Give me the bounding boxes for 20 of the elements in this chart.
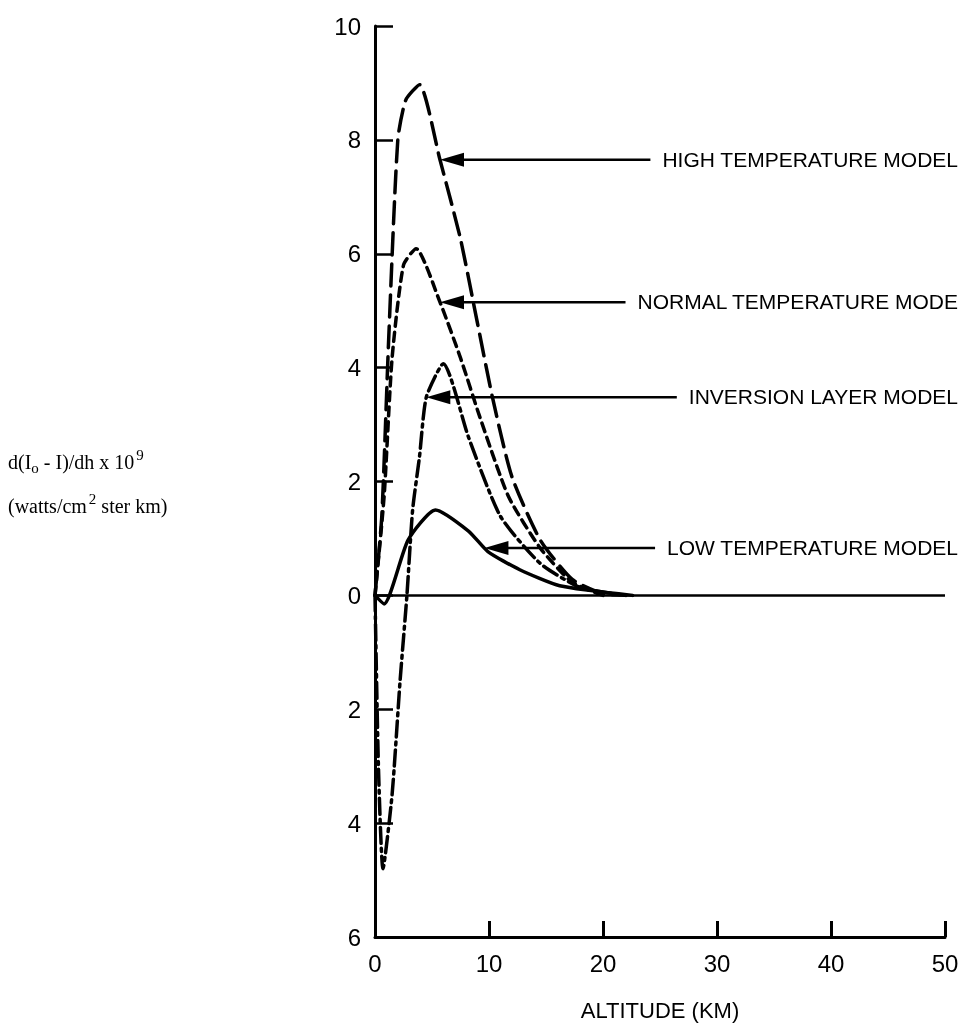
y-tick-label: 6 [347, 923, 361, 951]
x-tick-label: 10 [475, 949, 503, 977]
annotation: NORMAL TEMPERATURE MODE [637, 290, 958, 315]
y-tick-label: 6 [347, 240, 361, 268]
x-tick-label: 20 [589, 949, 617, 977]
y-tick-label: 4 [347, 809, 361, 837]
y-tick-label: 2 [347, 695, 361, 723]
y-tick-label: 0 [347, 581, 361, 609]
annotation: INVERSION LAYER MODEL [688, 385, 958, 410]
y-tick-label: 2 [347, 468, 361, 495]
y-tick-label: 4 [347, 354, 361, 382]
y-tick-label: 10 [334, 12, 361, 40]
x-tick-label: 50 [931, 949, 959, 977]
x-tick-label: 40 [817, 949, 845, 977]
annotation: LOW TEMPERATURE MODEL [667, 535, 958, 560]
x-axis-title: ALTITUDE (KM) [580, 997, 740, 1023]
annotation: HIGH TEMPERATURE MODEL [662, 147, 958, 172]
y-tick-label: 8 [347, 126, 361, 154]
x-tick-label: 30 [703, 949, 731, 977]
x-tick-label: 0 [368, 949, 382, 977]
